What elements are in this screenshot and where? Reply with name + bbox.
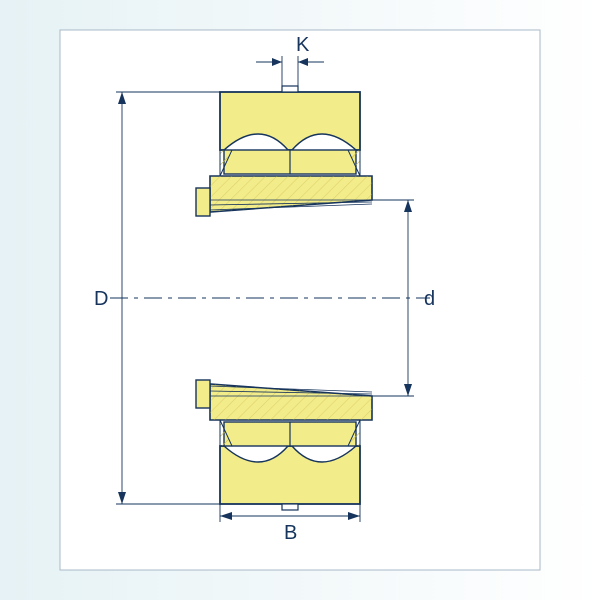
dimension-K bbox=[256, 56, 324, 86]
label-d: d bbox=[424, 288, 435, 311]
bearing-cross-section bbox=[0, 0, 600, 600]
label-B: B bbox=[284, 522, 297, 545]
label-K: K bbox=[296, 34, 309, 57]
diagram-stage: K D d B bbox=[0, 0, 600, 600]
label-D: D bbox=[94, 288, 108, 311]
